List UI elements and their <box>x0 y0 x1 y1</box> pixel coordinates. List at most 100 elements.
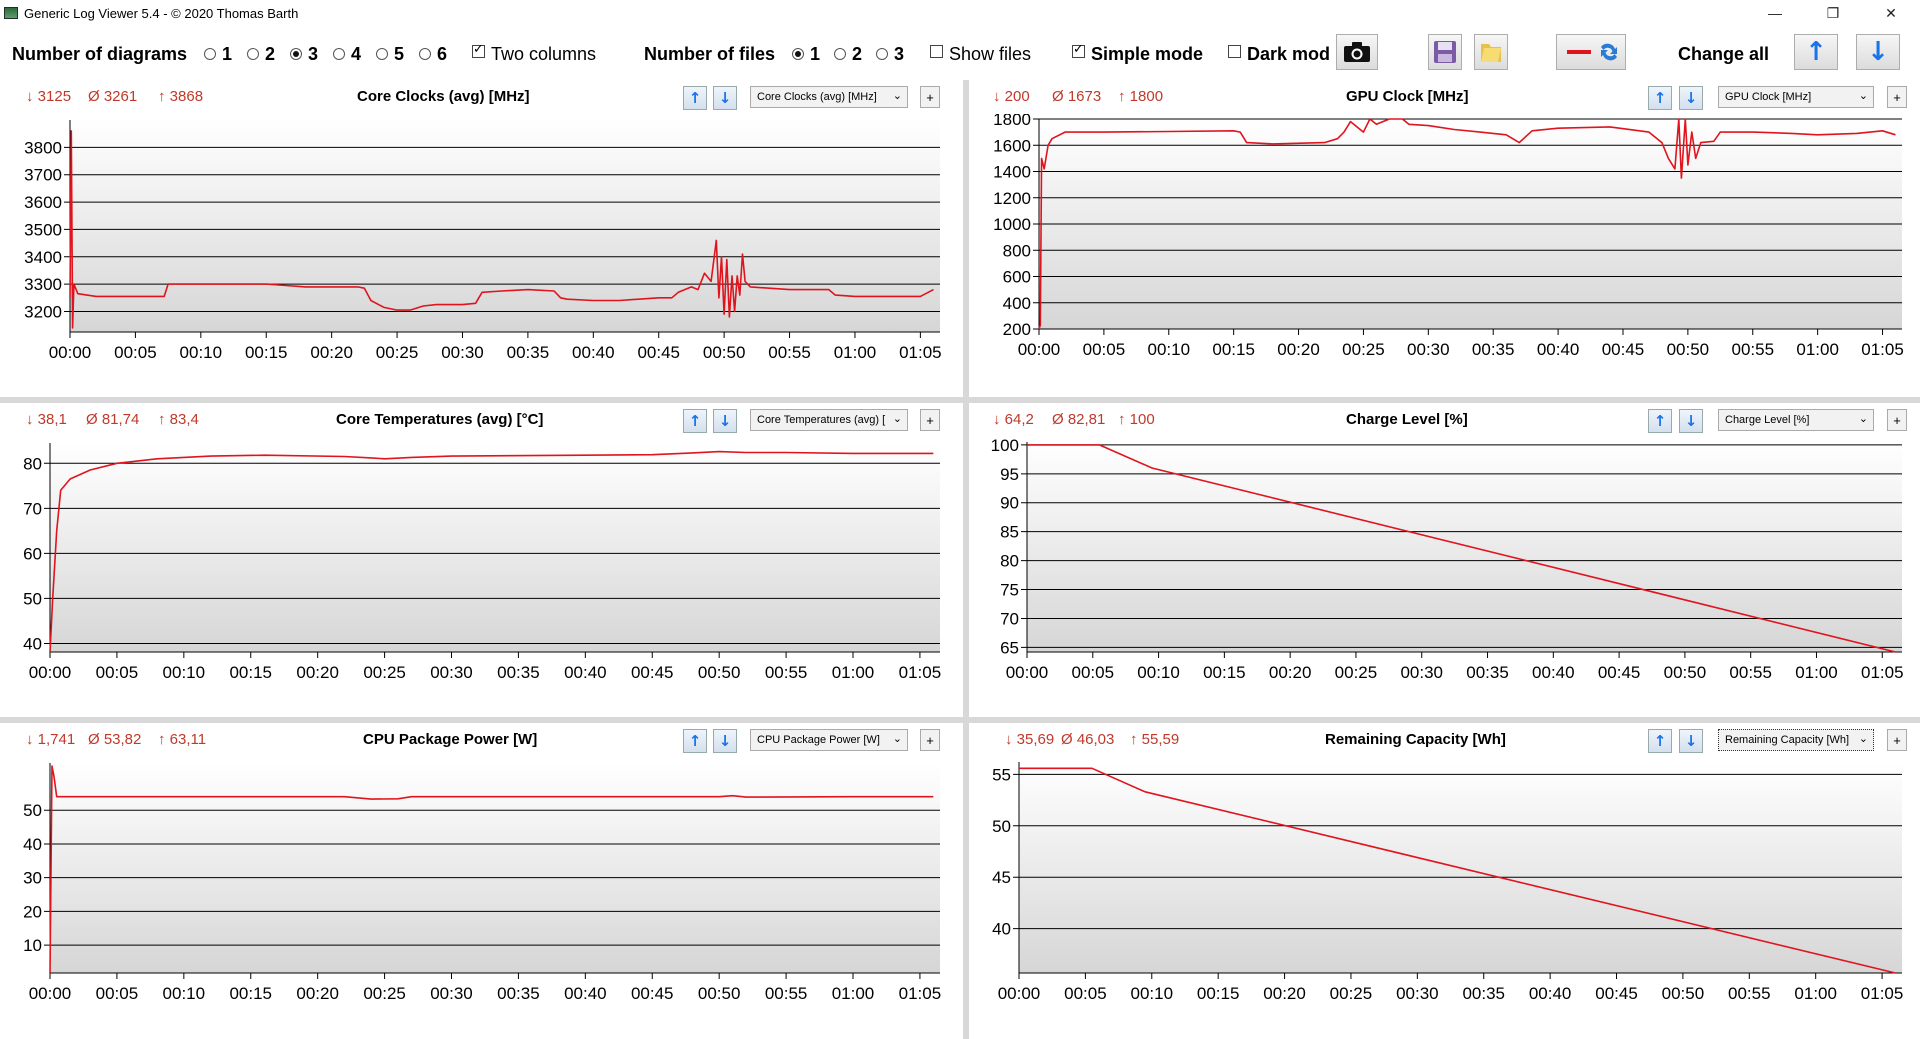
column-divider[interactable] <box>963 80 969 1039</box>
show-files-checkbox[interactable]: Show files <box>930 34 1031 74</box>
move-down-button[interactable]: ↓ <box>713 86 737 110</box>
x-tick-label: 00:45 <box>631 663 674 682</box>
y-tick-label: 50 <box>992 817 1011 836</box>
chevron-down-icon: ⌄ <box>1858 89 1868 102</box>
add-series-button[interactable]: + <box>920 86 940 108</box>
x-tick-label: 00:50 <box>698 663 741 682</box>
diagram-panel-core-temperatures: ↓ 38,1 Ø 81,74 ↑ 83,4 Core Temperatures … <box>0 403 963 717</box>
series-line <box>49 765 934 974</box>
x-tick-label: 01:05 <box>899 663 942 682</box>
diagram-option-5[interactable]: 5 <box>376 34 404 74</box>
file-option-1[interactable]: 1 <box>792 34 820 74</box>
panel-title: GPU Clock [MHz] <box>1346 88 1469 105</box>
x-tick-label: 00:30 <box>1407 340 1450 359</box>
save-button[interactable] <box>1428 34 1462 70</box>
channel-select[interactable]: Core Temperatures (avg) [⌄ <box>750 409 908 431</box>
move-up-button[interactable]: ↑ <box>1648 409 1672 433</box>
channel-select[interactable]: Remaining Capacity [Wh] ⌄ <box>1718 729 1874 751</box>
move-down-button[interactable]: ↓ <box>713 729 737 753</box>
x-tick-label: 00:00 <box>1018 340 1061 359</box>
y-tick-label: 100 <box>991 437 1019 455</box>
move-up-button[interactable]: ↑ <box>683 729 707 753</box>
channel-select[interactable]: CPU Package Power [W] ⌄ <box>750 729 908 751</box>
checkbox-checked-icon <box>472 42 485 58</box>
panel-header: ↓ 200 Ø 1673 ↑ 1800 GPU Clock [MHz] ↑ ↓ … <box>969 80 1920 116</box>
add-series-button[interactable]: + <box>1887 86 1907 108</box>
y-tick-label: 70 <box>1000 609 1019 628</box>
screenshot-button[interactable] <box>1336 34 1378 70</box>
x-tick-label: 00:55 <box>1728 984 1771 1003</box>
plot-area <box>50 443 940 652</box>
x-tick-label: 00:25 <box>1335 663 1378 682</box>
x-tick-label: 01:05 <box>1861 340 1904 359</box>
simple-mode-checkbox[interactable]: Simple mode <box>1072 34 1203 74</box>
move-up-button[interactable]: ↑ <box>683 86 707 110</box>
change-all-up-button[interactable]: ↑ <box>1794 34 1838 70</box>
max-value: ↑ 3868 <box>158 88 204 105</box>
move-up-button[interactable]: ↑ <box>1648 729 1672 753</box>
y-tick-label: 40 <box>992 920 1011 939</box>
move-down-button[interactable]: ↓ <box>1679 409 1703 433</box>
x-tick-label: 00:50 <box>698 984 741 1003</box>
diagram-option-4[interactable]: 4 <box>333 34 361 74</box>
x-tick-label: 01:00 <box>832 984 875 1003</box>
move-up-button[interactable]: ↑ <box>683 409 707 433</box>
row-divider-1[interactable] <box>0 397 1920 403</box>
restore-button[interactable]: ❐ <box>1826 4 1840 21</box>
x-tick-label: 00:45 <box>631 984 674 1003</box>
arrow-up-icon: ↑ <box>688 89 702 107</box>
diagram-option-2[interactable]: 2 <box>247 34 275 74</box>
x-tick-label: 00:55 <box>1731 340 1774 359</box>
max-value: ↑ 83,4 <box>158 411 199 428</box>
arrow-up-icon: ↑ <box>1805 37 1827 67</box>
x-tick-label: 00:00 <box>29 984 72 1003</box>
x-tick-label: 00:30 <box>441 343 484 362</box>
add-series-button[interactable]: + <box>920 409 940 431</box>
close-button[interactable]: ✕ <box>1885 4 1897 21</box>
minimize-button[interactable]: — <box>1768 5 1782 21</box>
x-tick-label: 01:05 <box>1861 984 1904 1003</box>
move-down-button[interactable]: ↓ <box>713 409 737 433</box>
toolbar: Number of diagrams 1 2 3 4 5 6 Two colum… <box>0 34 1920 74</box>
chevron-down-icon: ⌄ <box>1858 412 1868 425</box>
add-series-button[interactable]: + <box>1887 729 1907 751</box>
x-tick-label: 00:25 <box>1330 984 1373 1003</box>
y-tick-label: 65 <box>1000 638 1019 657</box>
x-tick-label: 00:15 <box>1203 663 1246 682</box>
channel-select[interactable]: Charge Level [%] ⌄ <box>1718 409 1874 431</box>
x-tick-label: 00:10 <box>180 343 223 362</box>
diagram-option-6[interactable]: 6 <box>419 34 447 74</box>
file-option-2[interactable]: 2 <box>834 34 862 74</box>
open-folder-button[interactable] <box>1474 34 1508 70</box>
add-series-button[interactable]: + <box>920 729 940 751</box>
x-tick-label: 00:20 <box>310 343 353 362</box>
dark-mode-checkbox[interactable]: Dark mod <box>1228 34 1330 74</box>
row-divider-2[interactable] <box>0 717 1920 723</box>
x-tick-label: 00:20 <box>296 663 339 682</box>
avg-value: Ø 82,81 <box>1052 411 1106 428</box>
file-option-3[interactable]: 3 <box>876 34 904 74</box>
change-all-down-button[interactable]: ↓ <box>1856 34 1900 70</box>
two-columns-checkbox[interactable]: Two columns <box>472 34 596 74</box>
x-tick-label: 00:00 <box>1006 663 1049 682</box>
diagram-option-1[interactable]: 1 <box>204 34 232 74</box>
y-tick-label: 75 <box>1000 581 1019 600</box>
y-tick-label: 45 <box>992 868 1011 887</box>
move-down-button[interactable]: ↓ <box>1679 729 1703 753</box>
avg-value: Ø 81,74 <box>86 411 140 428</box>
channel-select[interactable]: Core Clocks (avg) [MHz] ⌄ <box>750 86 908 108</box>
channel-select[interactable]: GPU Clock [MHz] ⌄ <box>1718 86 1874 108</box>
move-down-button[interactable]: ↓ <box>1679 86 1703 110</box>
radio-icon <box>834 48 846 60</box>
diagram-option-3[interactable]: 3 <box>290 34 318 74</box>
add-series-button[interactable]: + <box>1887 409 1907 431</box>
chevron-down-icon: ⌄ <box>892 89 902 102</box>
move-up-button[interactable]: ↑ <box>1648 86 1672 110</box>
radio-icon <box>376 48 388 60</box>
title-bar: Generic Log Viewer 5.4 - © 2020 Thomas B… <box>0 0 1920 26</box>
x-tick-label: 01:00 <box>834 343 877 362</box>
x-tick-label: 00:00 <box>49 343 92 362</box>
y-tick-label: 70 <box>23 499 42 518</box>
chevron-down-icon: ⌄ <box>892 732 902 745</box>
swap-lines-button[interactable] <box>1556 34 1626 70</box>
